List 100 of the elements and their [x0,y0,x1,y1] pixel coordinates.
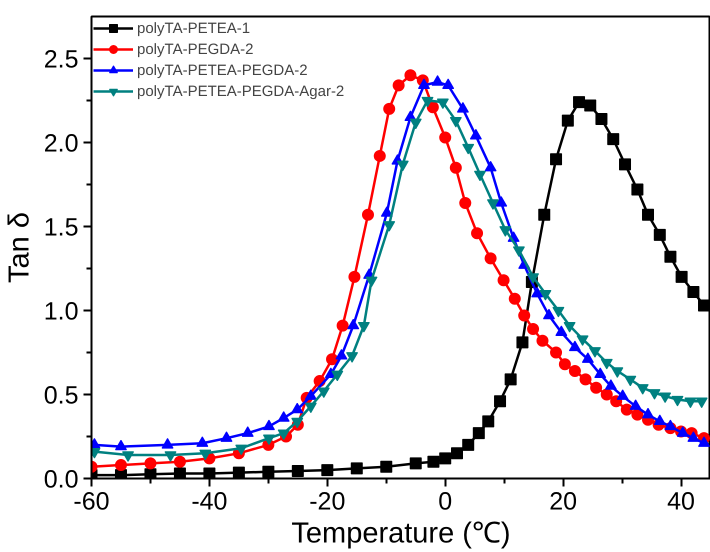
point [326,353,338,366]
point [558,358,571,370]
point [427,456,440,468]
point [595,112,608,125]
point [630,399,642,410]
y-tick-label: 2.0 [44,130,79,158]
point [494,395,506,408]
point [242,426,254,437]
point [482,415,494,428]
point [291,402,304,414]
point [550,153,562,166]
point [527,322,540,335]
point [619,158,632,170]
point [392,79,405,92]
point [538,208,550,221]
point [631,408,644,421]
point [582,352,594,363]
point [114,459,127,472]
point [348,270,360,283]
point [321,464,334,476]
y-axis-title: Tan δ [4,212,36,283]
point [568,364,581,377]
point [262,420,275,430]
y-tick-label: 1.5 [44,214,79,242]
point [531,286,544,298]
point [484,252,497,264]
point [498,274,510,286]
x-tick-label: 0 [438,488,452,516]
x-tick-label: -40 [191,488,228,516]
point [504,373,517,386]
point [418,78,430,90]
x-axis-title: Temperature (℃) [291,518,511,550]
legend-label: polyTA-PETEA-1 [137,20,250,36]
point [664,420,676,430]
point [555,325,568,336]
point [676,270,688,283]
point [584,100,596,112]
point [278,411,290,422]
point [607,133,620,146]
point [383,102,396,115]
point [573,96,586,108]
point [404,69,416,82]
point [518,310,530,322]
legend-label: polyTA-PEGDA-2 [137,40,254,58]
point [196,436,208,447]
point [451,447,464,460]
point [304,389,317,400]
point [508,292,521,305]
point [516,336,528,348]
point [687,431,700,442]
legend-label: polyTA-PETEA-PEGDA-2 [137,62,308,78]
point [462,438,474,451]
point [590,382,602,394]
point [439,452,452,464]
point [362,208,374,221]
point [604,379,617,390]
point [642,208,654,221]
point [687,286,700,298]
point [562,114,574,127]
point [550,346,562,358]
point [642,408,654,418]
point [484,160,497,172]
point [203,467,216,478]
point [600,388,613,400]
legend-label: polyTA-PETEA-PEGDA-Agar-2 [137,82,344,100]
x-tick-label: -20 [309,488,346,516]
point [174,456,186,468]
point [470,128,482,140]
point [472,427,485,440]
point [620,404,633,416]
point [456,102,469,113]
point [432,75,444,86]
point [262,466,274,478]
point [350,462,363,474]
point [495,196,508,207]
point [114,440,127,450]
point [335,349,348,360]
y-tick-label: 2.5 [44,46,79,74]
point [232,466,245,478]
point [374,150,386,162]
point [616,389,629,400]
point [698,299,710,312]
point [162,438,174,449]
point [220,431,232,442]
point [459,196,472,209]
y-tick-label: 0.5 [44,382,79,410]
point [654,228,666,241]
x-tick-label: 20 [549,488,578,516]
point [568,340,581,352]
point [580,373,592,386]
point [631,184,644,196]
point [698,436,710,447]
point [542,308,555,320]
point [471,227,484,240]
point [292,464,304,477]
point [442,78,454,90]
point [380,460,392,473]
y-tick-label: 1.0 [44,298,79,326]
point [664,250,676,263]
point [410,457,422,470]
